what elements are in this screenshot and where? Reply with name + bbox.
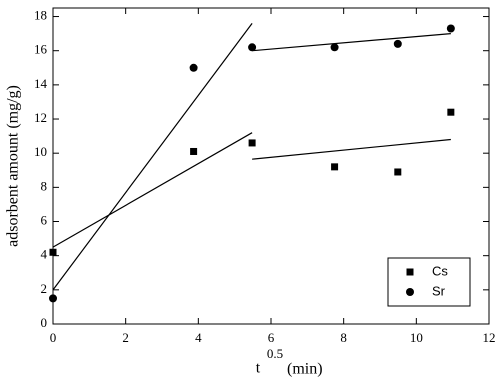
x-tick-label: 10 — [410, 330, 423, 345]
data-point — [393, 39, 402, 48]
x-tick-label: 6 — [268, 330, 275, 345]
x-axis-label-exponent: 0.5 — [267, 346, 283, 361]
y-tick-label: 2 — [41, 281, 48, 296]
x-tick-label: 4 — [195, 330, 202, 345]
y-tick-label: 8 — [41, 178, 48, 193]
x-tick-label: 0 — [50, 330, 57, 345]
x-axis-label-unit: (min) — [287, 361, 323, 378]
y-axis-label: adsorbent amount (mg/g) — [5, 85, 22, 247]
legend-box — [387, 257, 471, 307]
data-point — [447, 108, 455, 116]
legend-label: Sr — [432, 283, 446, 298]
legend-label: Cs — [432, 263, 448, 278]
fit-line — [252, 33, 451, 52]
y-tick-label: 4 — [41, 247, 48, 262]
x-tick-label: 12 — [483, 330, 496, 345]
data-point — [189, 63, 198, 72]
x-tick-label: 8 — [340, 330, 347, 345]
data-point — [394, 168, 402, 176]
x-tick-label: 2 — [122, 330, 129, 345]
y-tick-label: 12 — [34, 110, 47, 125]
data-point — [446, 24, 455, 33]
legend-marker — [406, 268, 414, 276]
data-point — [330, 43, 339, 52]
data-point — [49, 294, 57, 303]
data-point — [49, 248, 57, 256]
data-point — [190, 147, 198, 155]
data-point — [331, 163, 339, 171]
legend-marker — [406, 288, 414, 296]
y-tick-label: 18 — [34, 8, 47, 23]
data-point — [248, 139, 256, 147]
y-tick-label: 0 — [41, 315, 48, 330]
y-tick-label: 14 — [34, 76, 48, 91]
fit-line — [52, 132, 253, 248]
y-tick-label: 6 — [41, 212, 48, 227]
y-tick-label: 16 — [34, 42, 48, 57]
x-axis-label: t — [256, 360, 261, 377]
y-tick-label: 10 — [34, 144, 47, 159]
fit-line — [52, 23, 253, 291]
fit-line — [252, 138, 451, 160]
data-point — [248, 43, 257, 52]
